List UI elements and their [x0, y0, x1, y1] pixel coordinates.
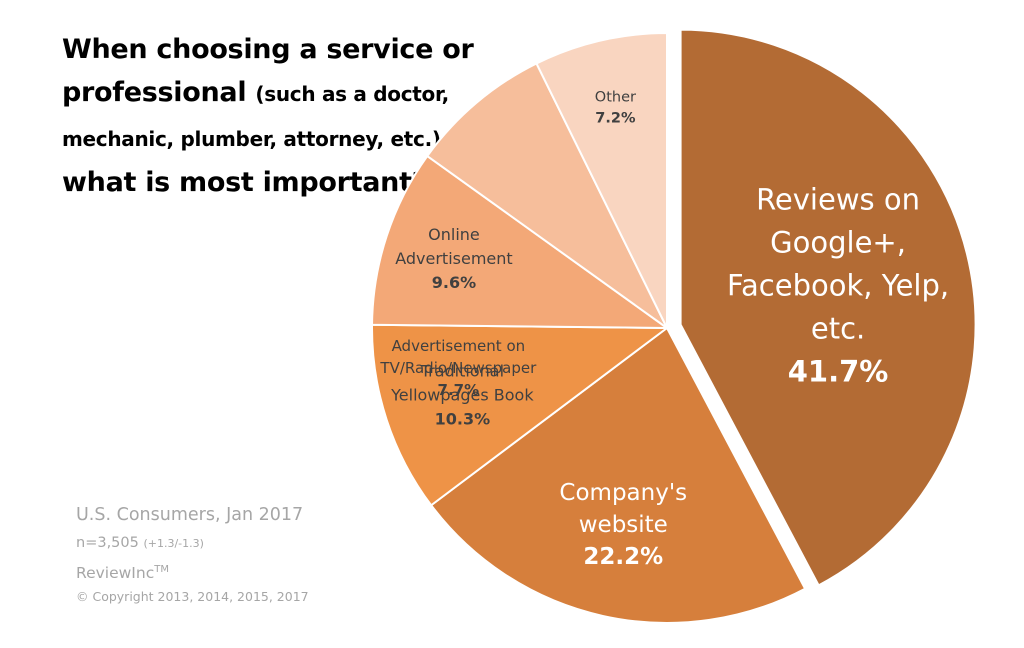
slice-label-line: website	[579, 512, 668, 538]
slice-value-label: 9.6%	[432, 273, 476, 292]
slice-label-line: Advertisement	[395, 249, 512, 268]
survey-population: U.S. Consumers, Jan 2017	[76, 505, 304, 525]
title-question: what is most important?	[62, 167, 428, 198]
pie-slice-5	[425, 62, 668, 329]
slice-label-line: etc.	[811, 312, 865, 346]
slice-label-6: Other 7.2%	[595, 89, 636, 126]
slice-label-4: Online Advertisement 9.6%	[395, 225, 512, 292]
slice-value-label: 10.3%	[435, 410, 491, 429]
slice-label-2: Company's website 22.2%	[559, 480, 687, 570]
margin-of-error: (+1.3/-1.3)	[143, 537, 204, 550]
slice-label-line: TV/Radio/Newspaper	[379, 359, 537, 377]
pie-slice-2	[429, 326, 807, 624]
slice-label-5: Advertisement on TV/Radio/Newspaper 7.7%	[379, 337, 537, 399]
title-parenthetical: (such as a doctor, mechanic, plumber, at…	[62, 82, 449, 151]
slice-label-line: Google+,	[770, 226, 906, 260]
slice-label-line: Yellowpages Book	[390, 386, 534, 405]
slice-label-line: Traditional	[420, 362, 504, 381]
pie-slice-3	[371, 323, 670, 507]
slice-value-label: 7.7%	[438, 381, 480, 399]
slice-value-label: 41.7%	[788, 355, 889, 389]
pie-slices	[371, 28, 977, 624]
slice-label-line: Company's	[559, 480, 687, 506]
title-main: When choosing a service or professional	[62, 34, 474, 108]
slice-label-line: Online	[428, 225, 480, 244]
chart-title: When choosing a service or professional …	[62, 28, 482, 204]
slice-label-line: Facebook, Yelp,	[727, 269, 949, 303]
sample-size-value: n=3,505	[76, 535, 139, 551]
pie-labels: Reviews on Google+, Facebook, Yelp, etc. 41.…	[379, 89, 949, 569]
brand-name: ReviewIncTM	[76, 557, 396, 586]
slice-value-label: 7.2%	[595, 110, 636, 126]
copyright-note: © Copyright 2013, 2014, 2015, 2017	[76, 589, 309, 605]
trademark-mark: TM	[154, 564, 169, 575]
pie-slice-6	[535, 31, 668, 329]
slice-label-line: Other	[595, 89, 636, 105]
slice-label-line: Advertisement on	[392, 337, 526, 355]
slice-label-3: Traditional Yellowpages Book 10.3%	[390, 362, 534, 429]
pie-slice-4	[371, 154, 671, 330]
brand-name-text: ReviewInc	[76, 564, 155, 583]
source-note: U.S. Consumers, Jan 2017 n=3,505 (+1.3/-…	[76, 500, 396, 608]
slice-value-label: 22.2%	[583, 544, 663, 570]
sample-size: n=3,505 (+1.3/-1.3)	[76, 530, 396, 557]
slice-label-line: Reviews on	[756, 183, 920, 217]
slice-label-1: Reviews on Google+, Facebook, Yelp, etc. 41.…	[727, 183, 949, 389]
pie-slice-1	[679, 28, 977, 587]
